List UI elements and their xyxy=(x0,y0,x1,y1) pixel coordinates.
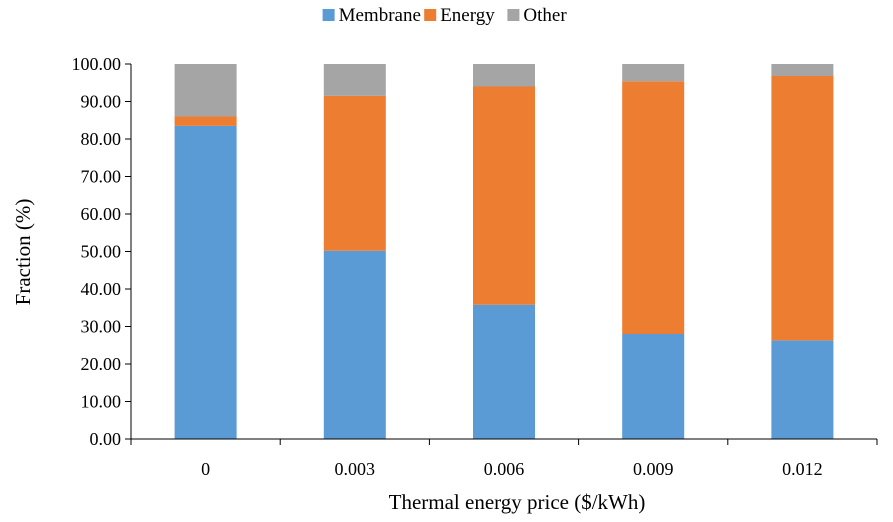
x-axis-title: Thermal energy price ($/kWh) xyxy=(389,490,646,514)
bar-energy-3 xyxy=(622,81,685,334)
x-tick-label: 0.009 xyxy=(633,459,674,479)
y-tick-label: 30.00 xyxy=(81,317,122,337)
bar-membrane-4 xyxy=(771,340,834,440)
bar-other-4 xyxy=(771,64,834,76)
legend-label-other: Other xyxy=(523,5,567,26)
y-axis-title: Fraction (%) xyxy=(11,199,35,306)
y-tick-label: 50.00 xyxy=(81,242,122,262)
bar-other-1 xyxy=(323,64,386,96)
bar-energy-2 xyxy=(473,86,535,305)
bars-group xyxy=(174,64,834,440)
y-tick-label: 90.00 xyxy=(81,92,122,112)
legend: Membrane Energy Other xyxy=(322,5,567,26)
y-tick-label: 40.00 xyxy=(81,279,122,299)
y-tick-label: 10.00 xyxy=(81,392,122,412)
bar-membrane-1 xyxy=(323,250,386,439)
y-tick-label: 0.00 xyxy=(90,429,122,449)
bar-membrane-0 xyxy=(174,125,237,440)
y-tick-label: 20.00 xyxy=(81,354,122,374)
axes-group: 0.00 10.00 20.00 30.00 40.00 50.00 60.00 70.00 8… xyxy=(72,54,878,479)
bar-membrane-3 xyxy=(622,334,685,439)
bar-energy-0 xyxy=(174,116,237,126)
bar-membrane-2 xyxy=(473,304,535,439)
bar-energy-4 xyxy=(771,76,834,341)
y-tick-label: 80.00 xyxy=(81,129,122,149)
y-tick-label: 70.00 xyxy=(81,167,122,187)
legend-swatch-other xyxy=(507,9,520,21)
y-tick-label: 100.00 xyxy=(72,54,122,74)
legend-label-energy: Energy xyxy=(440,5,495,26)
legend-label-membrane: Membrane xyxy=(339,5,421,26)
x-tick-label: 0.012 xyxy=(782,459,823,479)
bar-other-3 xyxy=(622,64,685,82)
x-tick-label: 0.006 xyxy=(484,459,525,479)
x-tick-label: 0.003 xyxy=(335,459,376,479)
x-tick-label: 0 xyxy=(201,459,210,479)
y-tick-label: 60.00 xyxy=(81,204,122,224)
legend-swatch-membrane xyxy=(322,9,335,21)
bar-energy-1 xyxy=(323,95,386,251)
bar-other-2 xyxy=(473,64,535,87)
bar-other-0 xyxy=(174,64,237,117)
legend-swatch-energy xyxy=(424,9,437,21)
